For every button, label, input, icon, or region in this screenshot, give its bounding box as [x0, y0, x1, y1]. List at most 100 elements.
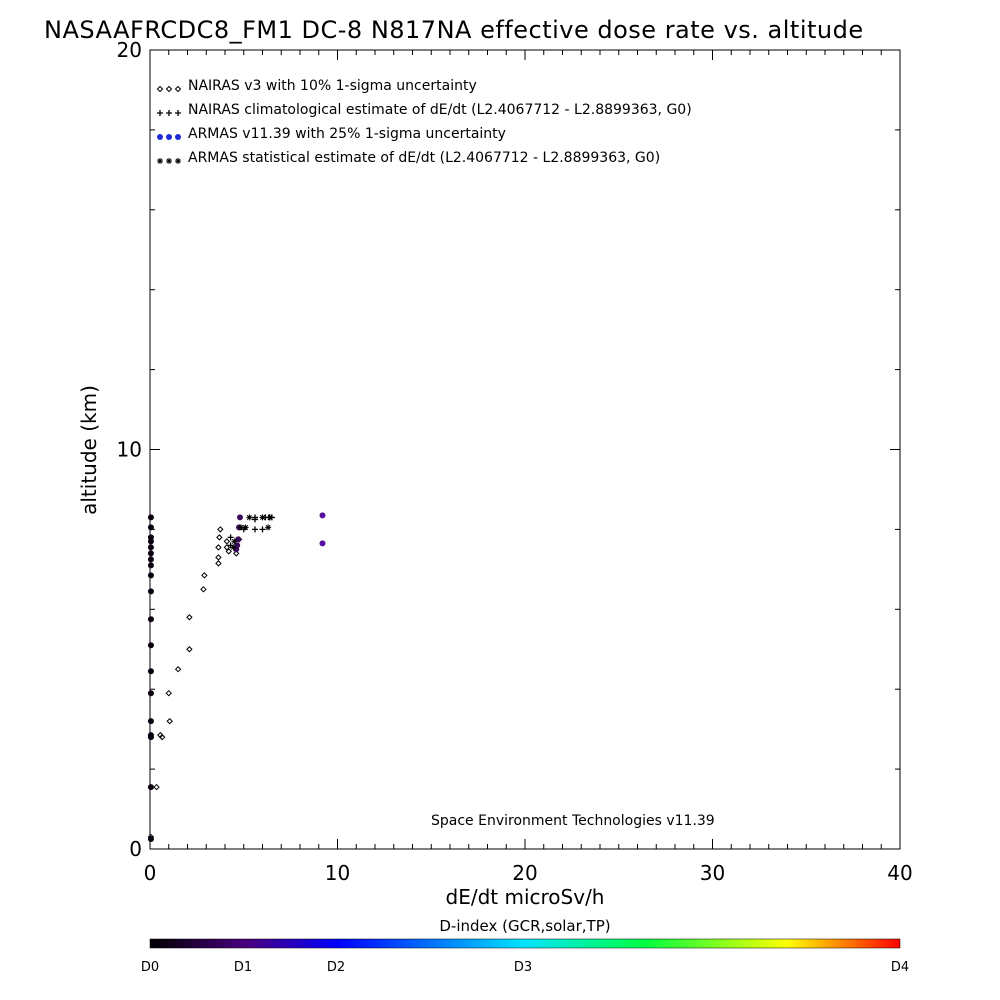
data-point [201, 572, 208, 579]
data-point [147, 690, 154, 697]
legend-item: NAIRAS v3 with 10% 1-sigma uncertainty [156, 78, 477, 94]
legend-item: ARMAS statistical estimate of dE/dt (L2.… [157, 150, 660, 166]
data-point [215, 554, 222, 561]
data-point [259, 526, 266, 533]
series-diamond [147, 524, 243, 841]
data-point [147, 588, 154, 595]
colorbar-label: D1 [234, 960, 252, 975]
data-point [147, 524, 154, 531]
data-point [147, 550, 154, 557]
data-point [147, 562, 154, 569]
data-point [147, 836, 154, 843]
colorbar-title: D-index (GCR,solar,TP) [439, 917, 610, 935]
data-point [158, 733, 166, 741]
data-point [252, 526, 258, 533]
data-point [147, 556, 154, 563]
x-tick-label: 30 [700, 861, 725, 885]
x-tick-label: 0 [144, 861, 157, 885]
chart-title: NASAAFRCDC8_FM1 DC-8 N817NA effective do… [44, 16, 864, 44]
data-point [230, 544, 237, 551]
y-tick-label: 0 [129, 837, 142, 861]
data-point [147, 732, 154, 739]
legend-marker [166, 110, 172, 116]
data-point [186, 646, 193, 653]
data-point [165, 689, 172, 697]
data-point [223, 544, 231, 551]
colorbar-label: D0 [141, 960, 159, 975]
axis-ticks [149, 49, 901, 850]
plot-frame [149, 49, 901, 850]
legend-marker [175, 158, 181, 164]
y-tick-label: 20 [117, 38, 142, 62]
colorbar-labels: D0 D1 D2 D3 D4 [141, 960, 909, 975]
data-point [147, 572, 154, 579]
data-point [147, 616, 154, 623]
data-point [216, 534, 223, 541]
data-point [223, 538, 231, 545]
legend-marker [175, 110, 181, 116]
data-point [166, 717, 173, 725]
data-point [233, 550, 240, 557]
data-point [174, 666, 182, 673]
data-point [265, 524, 272, 531]
y-axis-label: altitude (km) [77, 385, 101, 515]
legend-marker [156, 85, 164, 93]
data-point [147, 668, 154, 675]
series-asterisk [230, 514, 273, 551]
data-point [227, 534, 234, 541]
data-point [259, 514, 266, 521]
data-point [186, 614, 193, 621]
data-point [237, 524, 244, 531]
legend-item: NAIRAS climatological estimate of dE/dt … [157, 102, 692, 118]
colorbar-label: D2 [327, 960, 345, 975]
legend-marker [166, 134, 172, 140]
series-dot [147, 512, 326, 843]
data-point [252, 516, 258, 523]
data-layer [147, 512, 326, 843]
legend-marker [157, 158, 163, 164]
data-point [217, 526, 224, 533]
x-tick-labels: 0 10 20 30 40 [144, 861, 913, 885]
y-tick-labels: 0 10 20 [117, 38, 142, 861]
legend-label: ARMAS statistical estimate of dE/dt (L2.… [188, 150, 660, 166]
legend-marker [174, 85, 182, 93]
data-point [242, 524, 249, 531]
data-point [225, 548, 232, 555]
data-point [147, 718, 154, 725]
colorbar-label: D4 [891, 960, 909, 975]
legend: NAIRAS v3 with 10% 1-sigma uncertainty NA… [156, 78, 692, 166]
data-point [147, 544, 154, 551]
legend-item: ARMAS v11.39 with 25% 1-sigma uncertaint… [157, 126, 506, 142]
legend-marker [165, 85, 173, 93]
legend-marker [175, 134, 181, 140]
colorbar [149, 938, 901, 949]
legend-label: ARMAS v11.39 with 25% 1-sigma uncertaint… [188, 126, 506, 142]
legend-marker [157, 134, 163, 140]
legend-marker [166, 158, 172, 164]
data-point [147, 784, 154, 791]
data-point [153, 783, 160, 791]
legend-marker [157, 110, 163, 116]
data-point [237, 514, 243, 521]
footer-note: Space Environment Technologies v11.39 [431, 813, 715, 829]
data-point [157, 731, 164, 739]
data-point [267, 514, 273, 521]
data-point [246, 514, 253, 521]
data-point [215, 560, 222, 567]
data-point [147, 514, 154, 521]
legend-label: NAIRAS v3 with 10% 1-sigma uncertainty [188, 78, 477, 94]
x-axis-label: dE/dt microSv/h [446, 885, 605, 909]
data-point [200, 586, 207, 593]
x-tick-label: 10 [325, 861, 350, 885]
y-tick-label: 10 [117, 438, 142, 462]
data-point [319, 512, 326, 519]
x-tick-label: 20 [512, 861, 537, 885]
data-point [319, 540, 326, 547]
legend-label: NAIRAS climatological estimate of dE/dt … [188, 102, 692, 118]
data-point [147, 534, 154, 541]
x-tick-label: 40 [887, 861, 912, 885]
data-point [215, 544, 222, 551]
colorbar-label: D3 [514, 960, 532, 975]
data-point [231, 538, 238, 545]
